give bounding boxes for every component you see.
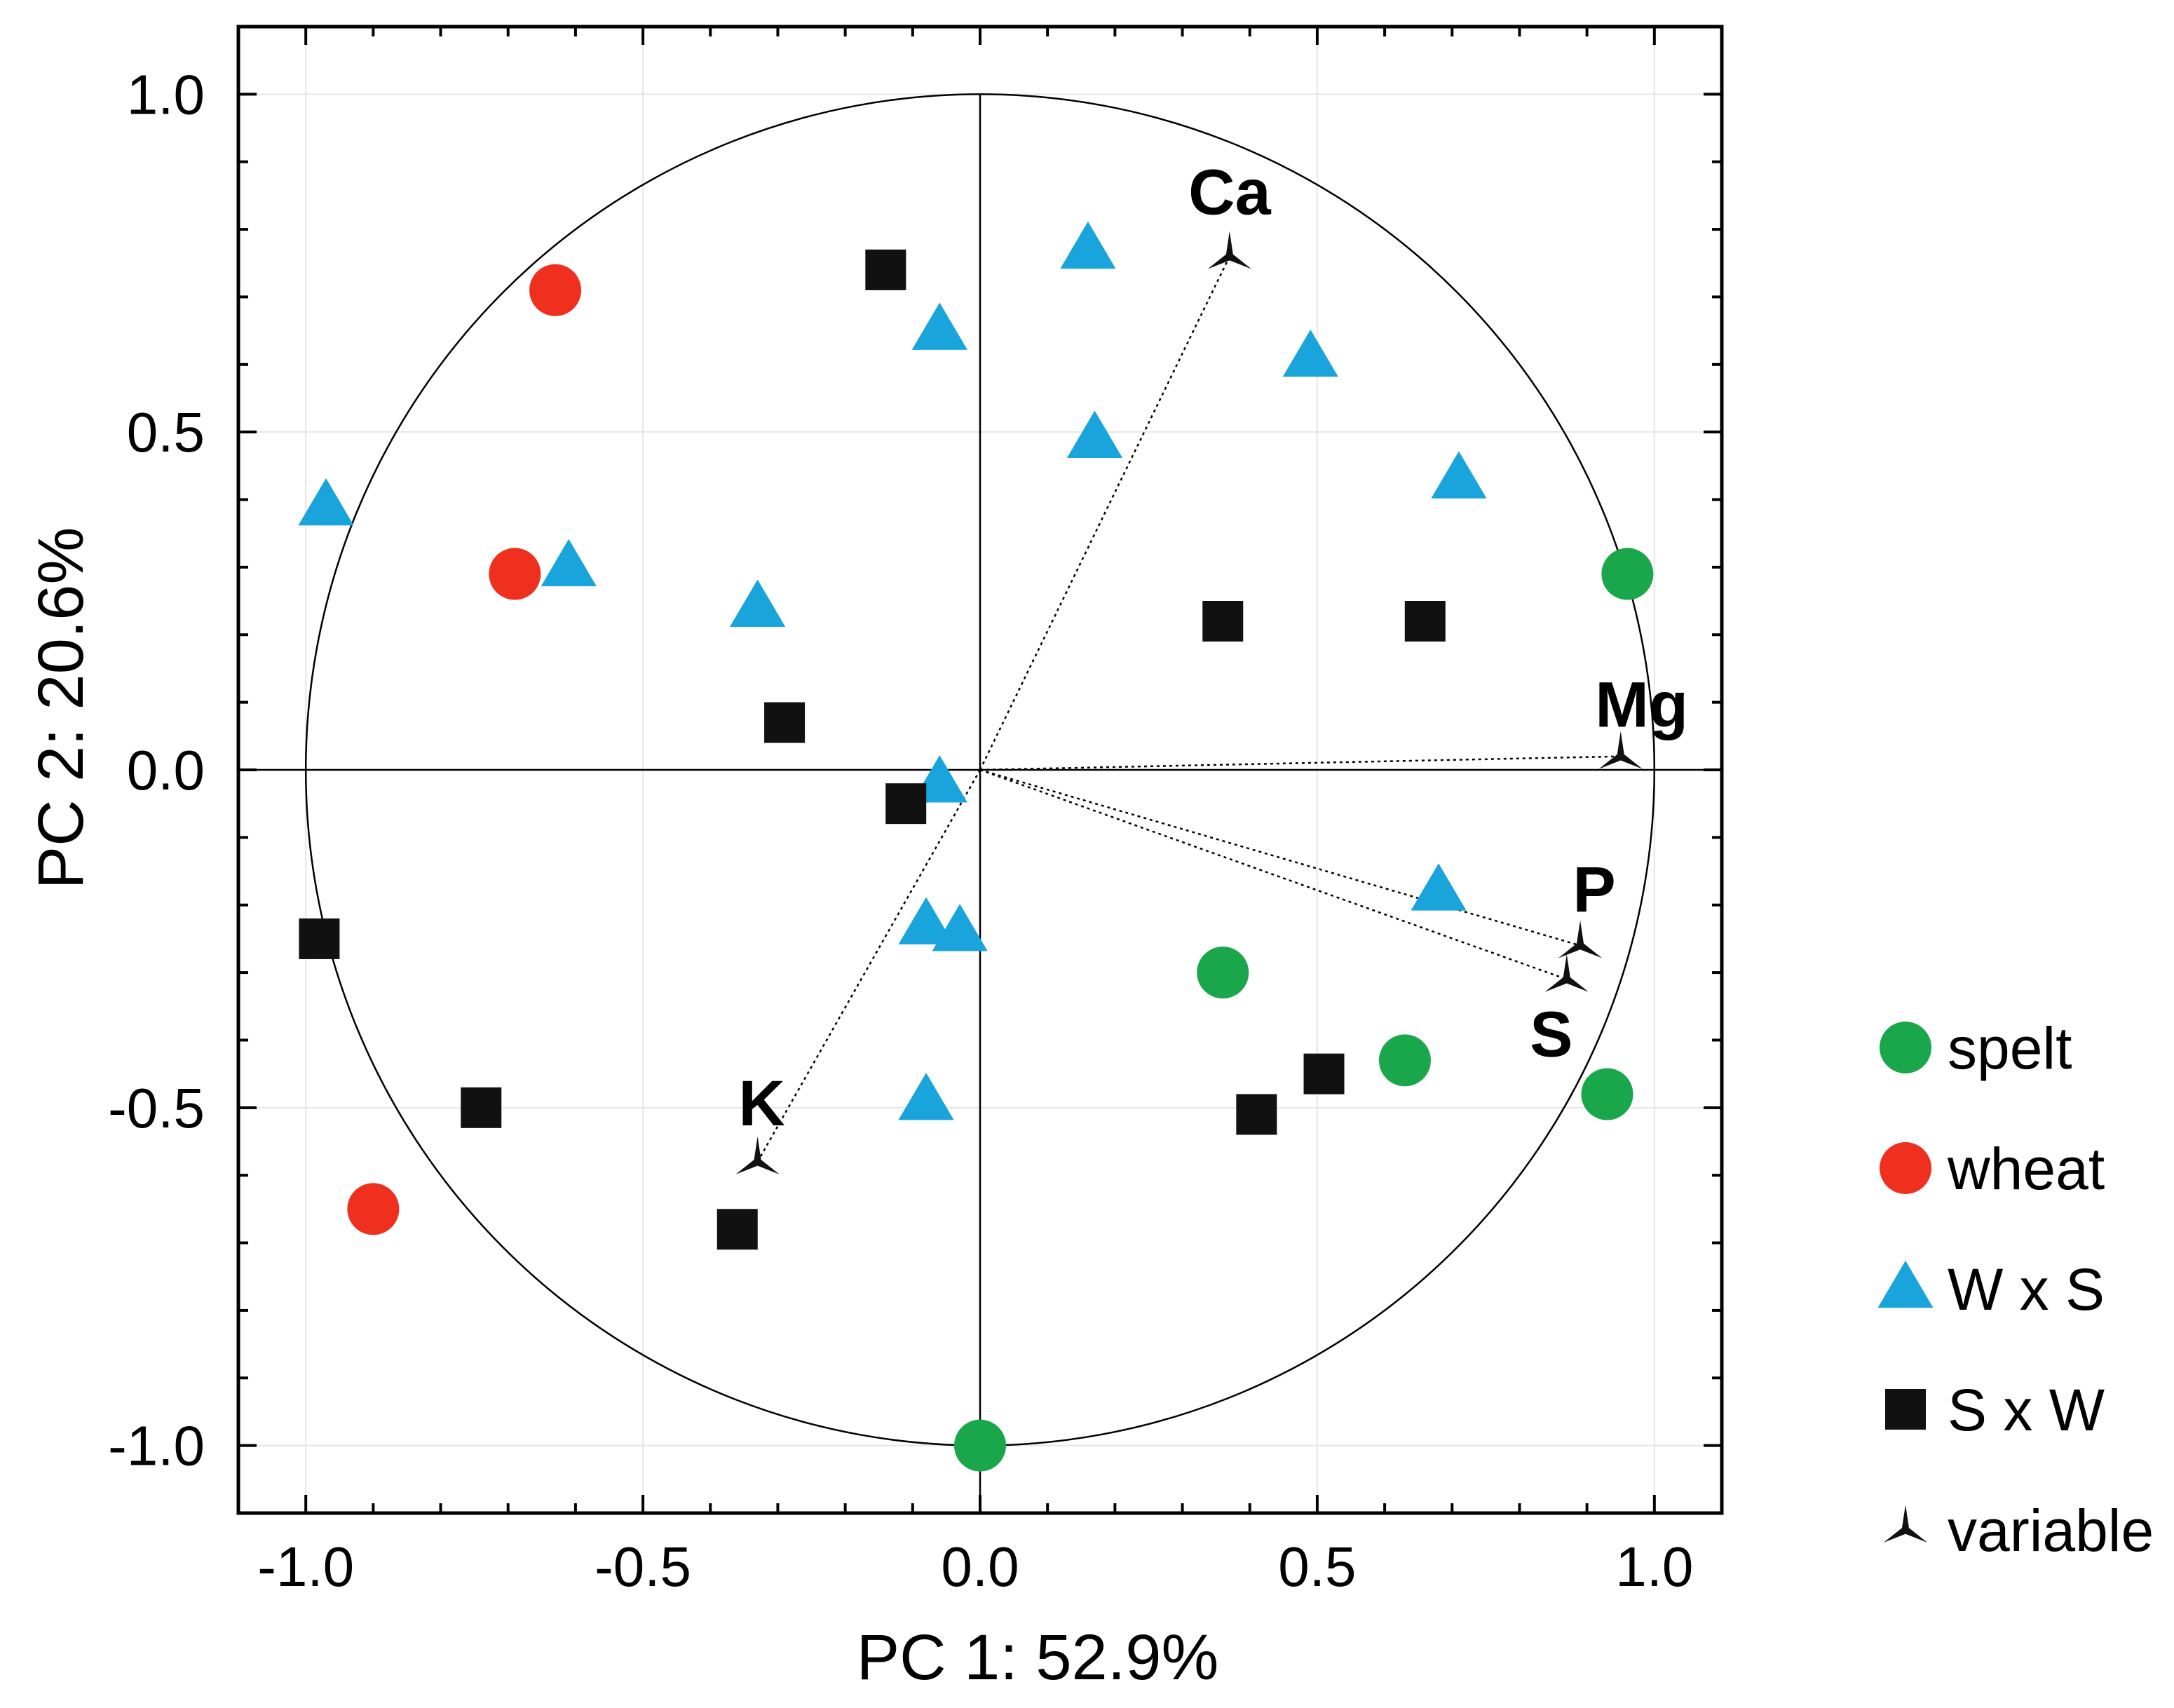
- point-spelt: [1378, 1034, 1431, 1087]
- variable-marker-ca: [1207, 231, 1252, 269]
- point-spelt: [954, 1419, 1006, 1472]
- point-w-x-s: [298, 478, 354, 526]
- variable-marker-mg: [1598, 731, 1643, 769]
- point-w-x-s: [898, 1073, 954, 1120]
- variable-marker-k: [735, 1136, 780, 1174]
- point-w-x-s: [1282, 330, 1338, 377]
- legend-item-wheat: wheat: [1880, 1136, 2105, 1202]
- variable-label-k: K: [738, 1068, 784, 1139]
- legend-item-spelt: spelt: [1880, 1015, 2072, 1081]
- point-w-x-s: [898, 897, 954, 944]
- point-wheat: [529, 264, 582, 316]
- variable-marker-s: [1544, 954, 1589, 992]
- legend-item-variable: variable: [1883, 1498, 2154, 1564]
- point-s-x-w: [1202, 601, 1244, 642]
- y-tick-label: 1.0: [127, 63, 205, 126]
- point-w-x-s: [1431, 451, 1487, 499]
- score-points: [298, 221, 1654, 1472]
- point-w-x-s: [932, 904, 988, 951]
- y-tick-label: -1.0: [108, 1415, 205, 1477]
- point-s-x-w: [299, 918, 340, 959]
- point-s-x-w: [716, 1209, 758, 1250]
- y-tick-label: 0.0: [127, 739, 205, 801]
- point-w-x-s: [911, 302, 967, 350]
- legend-item-s-x-w: S x W: [1885, 1377, 2105, 1443]
- x-tick-label: -1.0: [257, 1536, 354, 1598]
- point-w-x-s: [1066, 410, 1123, 459]
- variable-markers: Ca Mg P S K: [735, 157, 1688, 1174]
- legend-marker-w-x-s: [1877, 1260, 1934, 1308]
- point-s-x-w: [1404, 601, 1446, 642]
- legend-item-w-x-s: W x S: [1877, 1256, 2105, 1322]
- variable-label-ca: Ca: [1188, 157, 1271, 229]
- legend-label-spelt: spelt: [1948, 1015, 2072, 1081]
- variable-label-mg: Mg: [1595, 670, 1688, 741]
- point-s-x-w: [885, 783, 927, 825]
- point-w-x-s: [730, 579, 786, 627]
- legend-label-s-x-w: S x W: [1948, 1377, 2105, 1443]
- x-tick-label: -0.5: [595, 1536, 691, 1598]
- variable-marker-p: [1558, 920, 1603, 958]
- legend-marker-wheat: [1880, 1142, 1931, 1194]
- y-axis-title: PC 2: 20.6%: [25, 527, 97, 890]
- x-tick-label: 0.0: [941, 1536, 1019, 1598]
- point-s-x-w: [764, 702, 806, 743]
- legend-label-w-x-s: W x S: [1948, 1256, 2105, 1322]
- legend-label-wheat: wheat: [1947, 1136, 2105, 1202]
- point-spelt: [1197, 947, 1249, 999]
- x-axis-title: PC 1: 52.9%: [857, 1622, 1219, 1693]
- legend: spelt wheat W x S S x W variable: [1877, 1015, 2154, 1564]
- point-s-x-w: [1303, 1053, 1345, 1094]
- point-w-x-s: [1411, 863, 1467, 911]
- point-w-x-s: [541, 538, 597, 587]
- axis-ticks: -1.0 -0.5 0.0 0.5 1.0 1.0 0.5 0.0 -0.5 -1.0: [108, 27, 1722, 1598]
- x-tick-label: 0.5: [1278, 1536, 1356, 1598]
- y-tick-label: -0.5: [108, 1077, 205, 1139]
- point-s-x-w: [865, 249, 906, 290]
- legend-marker-s-x-w: [1885, 1389, 1926, 1430]
- point-s-x-w: [1236, 1094, 1277, 1135]
- variable-vectors: [756, 256, 1621, 1163]
- variable-label-s: S: [1530, 999, 1572, 1071]
- vector-s: [979, 768, 1568, 980]
- variable-label-p: P: [1572, 855, 1615, 926]
- y-tick-label: 0.5: [127, 401, 205, 463]
- legend-label-variable: variable: [1948, 1498, 2154, 1564]
- point-wheat: [347, 1183, 400, 1235]
- point-w-x-s: [1060, 221, 1116, 269]
- point-s-x-w: [461, 1087, 502, 1128]
- x-tick-label: 1.0: [1615, 1536, 1693, 1598]
- legend-marker-spelt: [1880, 1022, 1931, 1073]
- legend-marker-variable: [1883, 1505, 1928, 1543]
- point-spelt: [1581, 1068, 1633, 1120]
- axis-labels: PC 1: 52.9% PC 2: 20.6%: [25, 527, 1218, 1693]
- point-wheat: [489, 548, 541, 600]
- point-spelt: [1601, 548, 1654, 600]
- vector-ca: [979, 256, 1230, 771]
